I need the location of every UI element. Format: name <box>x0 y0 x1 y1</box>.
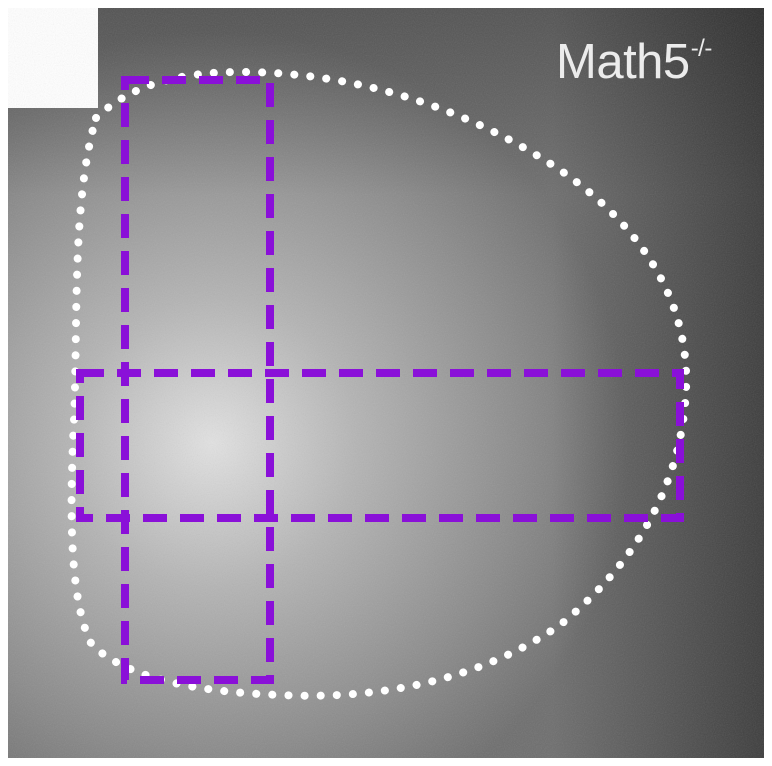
gene-name: Math5 <box>556 35 690 89</box>
roi-boxes <box>76 76 684 684</box>
roi-vertical <box>121 76 274 684</box>
tissue-outline <box>67 67 691 700</box>
roi-horizontal <box>76 369 684 522</box>
genotype-superscript: -/- <box>690 35 713 62</box>
genotype-label: Math5-/- <box>556 35 713 89</box>
